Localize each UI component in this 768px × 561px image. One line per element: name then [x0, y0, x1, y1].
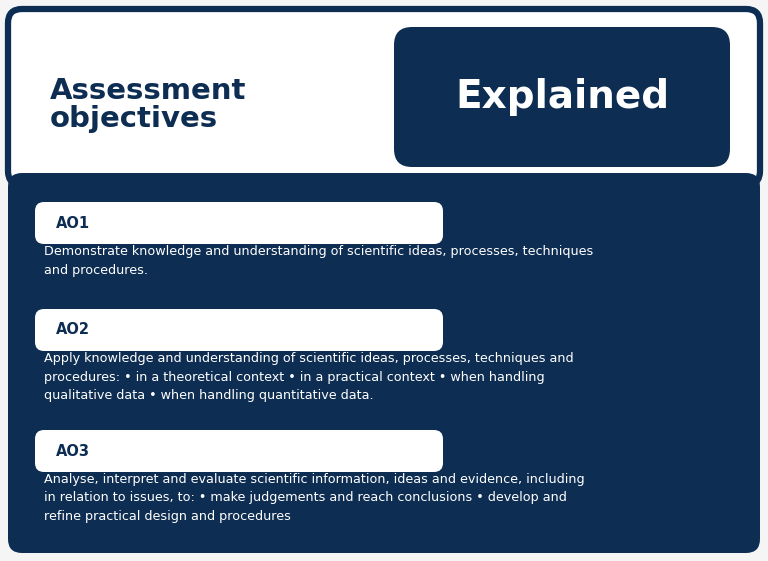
FancyBboxPatch shape	[35, 309, 443, 351]
FancyBboxPatch shape	[35, 430, 443, 472]
FancyBboxPatch shape	[8, 9, 760, 185]
Text: objectives: objectives	[50, 105, 218, 133]
Text: Apply knowledge and understanding of scientific ideas, processes, techniques and: Apply knowledge and understanding of sci…	[44, 352, 574, 402]
FancyBboxPatch shape	[8, 173, 760, 553]
Text: Assessment: Assessment	[50, 77, 247, 105]
FancyBboxPatch shape	[35, 202, 443, 244]
Text: Demonstrate knowledge and understanding of scientific ideas, processes, techniqu: Demonstrate knowledge and understanding …	[44, 245, 593, 277]
Text: Analyse, interpret and evaluate scientific information, ideas and evidence, incl: Analyse, interpret and evaluate scientif…	[44, 473, 584, 523]
Text: AO2: AO2	[56, 323, 90, 338]
Text: AO1: AO1	[56, 215, 90, 231]
FancyBboxPatch shape	[394, 27, 730, 167]
Text: AO3: AO3	[56, 444, 90, 458]
Text: Explained: Explained	[455, 78, 669, 116]
